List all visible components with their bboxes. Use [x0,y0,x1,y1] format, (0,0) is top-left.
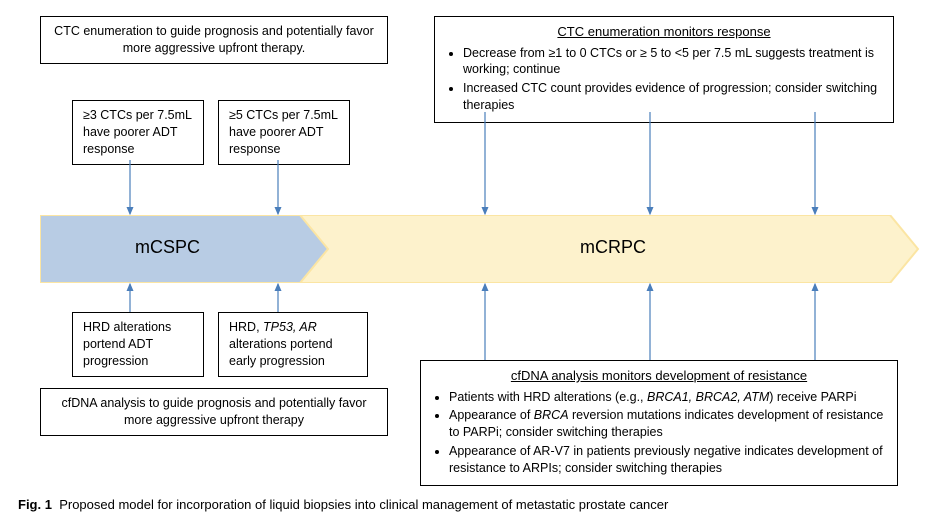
mcspc-label: mCSPC [135,237,200,258]
t: ) receive PARPi [769,390,856,404]
bullet: Appearance of BRCA reversion mutations i… [449,407,887,441]
bullet: Increased CTC count provides evidence of… [463,80,883,114]
t: BRCA1, BRCA2, ATM [647,390,769,404]
text-pre: HRD, [229,320,260,334]
box-cfdna-resistance: cfDNA analysis monitors development of r… [420,360,898,486]
bullet: Appearance of AR-V7 in patients previous… [449,443,887,477]
box-ctc-3: ≥3 CTCs per 7.5mL have poorer ADT respon… [72,100,204,165]
text-post: alterations portend early progression [229,337,333,368]
text: HRD alterations portend ADT progression [83,320,171,368]
box-ctc-5: ≥5 CTCs per 7.5mL have poorer ADT respon… [218,100,350,165]
t: Patients with HRD alterations (e.g., [449,390,647,404]
figure-caption: Fig. 1 Proposed model for incorporation … [18,497,668,512]
box-hrd-adt: HRD alterations portend ADT progression [72,312,204,377]
mcrpc-label: mCRPC [580,237,646,258]
text: ≥3 CTCs per 7.5mL have poorer ADT respon… [83,108,192,156]
bullet-list: Patients with HRD alterations (e.g., BRC… [431,389,887,477]
title: cfDNA analysis monitors development of r… [431,367,887,385]
text-italic: TP53, AR [263,320,317,334]
caption-text: Proposed model for incorporation of liqu… [59,497,668,512]
box-ctc-prognosis: CTC enumeration to guide prognosis and p… [40,16,388,64]
text: cfDNA analysis to guide prognosis and po… [61,396,366,427]
bullet: Patients with HRD alterations (e.g., BRC… [449,389,887,406]
bullet: Decrease from ≥1 to 0 CTCs or ≥ 5 to <5 … [463,45,883,79]
title: CTC enumeration monitors response [445,23,883,41]
arrow-band: mCSPC mCRPC [40,215,920,283]
box-hrd-tp53-ar: HRD, TP53, AR alterations portend early … [218,312,368,377]
t: BRCA [534,408,569,422]
box-ctc-monitors: CTC enumeration monitors response Decrea… [434,16,894,123]
t: Appearance of [449,408,534,422]
text: ≥5 CTCs per 7.5mL have poorer ADT respon… [229,108,338,156]
box-cfdna-prognosis: cfDNA analysis to guide prognosis and po… [40,388,388,436]
text: CTC enumeration to guide prognosis and p… [54,24,374,55]
bullet-list: Decrease from ≥1 to 0 CTCs or ≥ 5 to <5 … [445,45,883,115]
caption-label: Fig. 1 [18,497,52,512]
